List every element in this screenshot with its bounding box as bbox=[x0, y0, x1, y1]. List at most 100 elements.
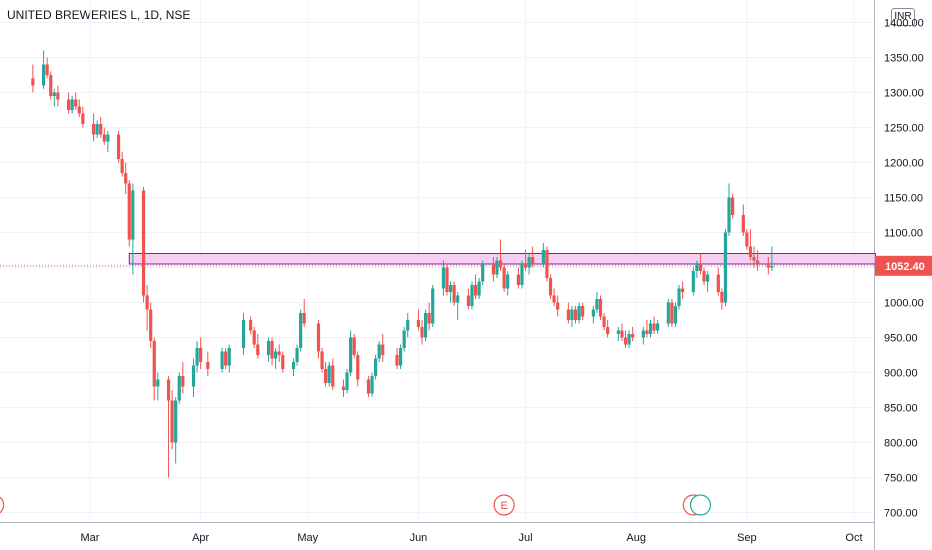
candle-down[interactable] bbox=[545, 250, 549, 278]
candle-down[interactable] bbox=[145, 295, 149, 310]
candle-down[interactable] bbox=[731, 197, 735, 216]
candle-down[interactable] bbox=[49, 75, 53, 96]
candle-up[interactable] bbox=[520, 264, 524, 285]
candle-up[interactable] bbox=[656, 323, 660, 331]
candle-down[interactable] bbox=[598, 299, 603, 317]
candle-up[interactable] bbox=[723, 232, 728, 303]
candle-up[interactable] bbox=[648, 323, 653, 335]
candle-up[interactable] bbox=[41, 64, 46, 86]
candle-down[interactable] bbox=[491, 264, 496, 275]
candle-down[interactable] bbox=[249, 320, 253, 331]
candle-down[interactable] bbox=[77, 106, 81, 114]
candle-up[interactable] bbox=[345, 372, 349, 391]
candle-up[interactable] bbox=[106, 134, 110, 142]
candle-down[interactable] bbox=[170, 400, 174, 443]
candle-down[interactable] bbox=[548, 278, 553, 296]
candle-down[interactable] bbox=[320, 351, 324, 370]
candle-up[interactable] bbox=[174, 400, 178, 443]
candle-up[interactable] bbox=[241, 320, 246, 348]
candle-up[interactable] bbox=[691, 271, 695, 292]
candle-up[interactable] bbox=[627, 334, 631, 345]
candle-up[interactable] bbox=[295, 348, 299, 362]
candle-up[interactable] bbox=[377, 344, 381, 359]
candle-down[interactable] bbox=[606, 327, 610, 334]
candle-down[interactable] bbox=[281, 355, 285, 369]
candle-down[interactable] bbox=[623, 337, 628, 345]
candle-up[interactable] bbox=[52, 92, 56, 97]
candle-down[interactable] bbox=[681, 288, 685, 293]
candle-down[interactable] bbox=[620, 330, 624, 338]
candle-down[interactable] bbox=[523, 264, 528, 268]
candle-up[interactable] bbox=[431, 288, 435, 324]
candle-up[interactable] bbox=[220, 351, 224, 370]
candle-up[interactable] bbox=[402, 330, 406, 349]
candle-down[interactable] bbox=[302, 313, 306, 324]
candle-down[interactable] bbox=[573, 309, 578, 321]
candle-down[interactable] bbox=[420, 327, 424, 338]
candle-down[interactable] bbox=[716, 274, 720, 293]
candle-down[interactable] bbox=[91, 124, 96, 135]
candle-down[interactable] bbox=[127, 183, 131, 240]
candle-down[interactable] bbox=[356, 355, 360, 380]
currency-button[interactable]: INR bbox=[891, 8, 915, 26]
candle-down[interactable] bbox=[66, 99, 71, 111]
candle-down[interactable] bbox=[602, 316, 606, 328]
candle-down[interactable] bbox=[99, 124, 103, 135]
earnings-event-icon[interactable] bbox=[493, 494, 515, 516]
candle-down[interactable] bbox=[45, 64, 49, 76]
candle-up[interactable] bbox=[616, 330, 620, 335]
candle-up[interactable] bbox=[673, 306, 678, 324]
candle-down[interactable] bbox=[149, 309, 153, 342]
candle-down[interactable] bbox=[741, 215, 745, 233]
candle-up[interactable] bbox=[195, 348, 199, 366]
resistance-zone[interactable] bbox=[128, 253, 876, 265]
candle-up[interactable] bbox=[448, 285, 453, 292]
candle-up[interactable] bbox=[177, 376, 181, 401]
candle-down[interactable] bbox=[581, 306, 585, 317]
candle-down[interactable] bbox=[124, 173, 128, 184]
candle-up[interactable] bbox=[527, 257, 531, 268]
candle-up[interactable] bbox=[641, 330, 645, 338]
candle-up[interactable] bbox=[299, 313, 303, 348]
candle-down[interactable] bbox=[395, 355, 399, 366]
candle-up[interactable] bbox=[227, 348, 231, 366]
candle-up[interactable] bbox=[70, 99, 74, 111]
candle-down[interactable] bbox=[102, 134, 106, 142]
candle-down[interactable] bbox=[152, 341, 156, 387]
candle-down[interactable] bbox=[766, 264, 770, 268]
candle-up[interactable] bbox=[327, 365, 331, 384]
candle-down[interactable] bbox=[745, 232, 749, 247]
candle-down[interactable] bbox=[256, 344, 260, 356]
candle-down[interactable] bbox=[324, 369, 328, 383]
candle-down[interactable] bbox=[631, 334, 635, 338]
candle-up[interactable] bbox=[727, 197, 731, 233]
candle-down[interactable] bbox=[502, 267, 506, 289]
dividend-event-icon[interactable] bbox=[689, 494, 712, 516]
candle-up[interactable] bbox=[495, 260, 499, 275]
candle-up[interactable] bbox=[370, 376, 374, 394]
candle-up[interactable] bbox=[156, 379, 160, 387]
candle-down[interactable] bbox=[341, 386, 346, 391]
candle-down[interactable] bbox=[141, 190, 146, 296]
candle-up[interactable] bbox=[481, 264, 485, 282]
candle-down[interactable] bbox=[116, 134, 121, 160]
candle-down[interactable] bbox=[566, 309, 570, 321]
candle-down[interactable] bbox=[556, 302, 560, 310]
candle-up[interactable] bbox=[591, 309, 595, 317]
candle-up[interactable] bbox=[595, 299, 599, 310]
candle-down[interactable] bbox=[166, 379, 171, 401]
candle-down[interactable] bbox=[466, 295, 471, 307]
candle-down[interactable] bbox=[516, 274, 520, 286]
candle-up[interactable] bbox=[666, 302, 670, 324]
candle-down[interactable] bbox=[698, 264, 703, 271]
candle-up[interactable] bbox=[406, 320, 410, 331]
candle-down[interactable] bbox=[224, 351, 228, 366]
candle-down[interactable] bbox=[552, 295, 556, 303]
candle-up[interactable] bbox=[677, 288, 681, 307]
candle-up[interactable] bbox=[95, 124, 99, 135]
candle-up[interactable] bbox=[477, 281, 481, 296]
candle-up[interactable] bbox=[423, 313, 428, 338]
candle-down[interactable] bbox=[473, 285, 478, 296]
candle-down[interactable] bbox=[452, 285, 456, 303]
